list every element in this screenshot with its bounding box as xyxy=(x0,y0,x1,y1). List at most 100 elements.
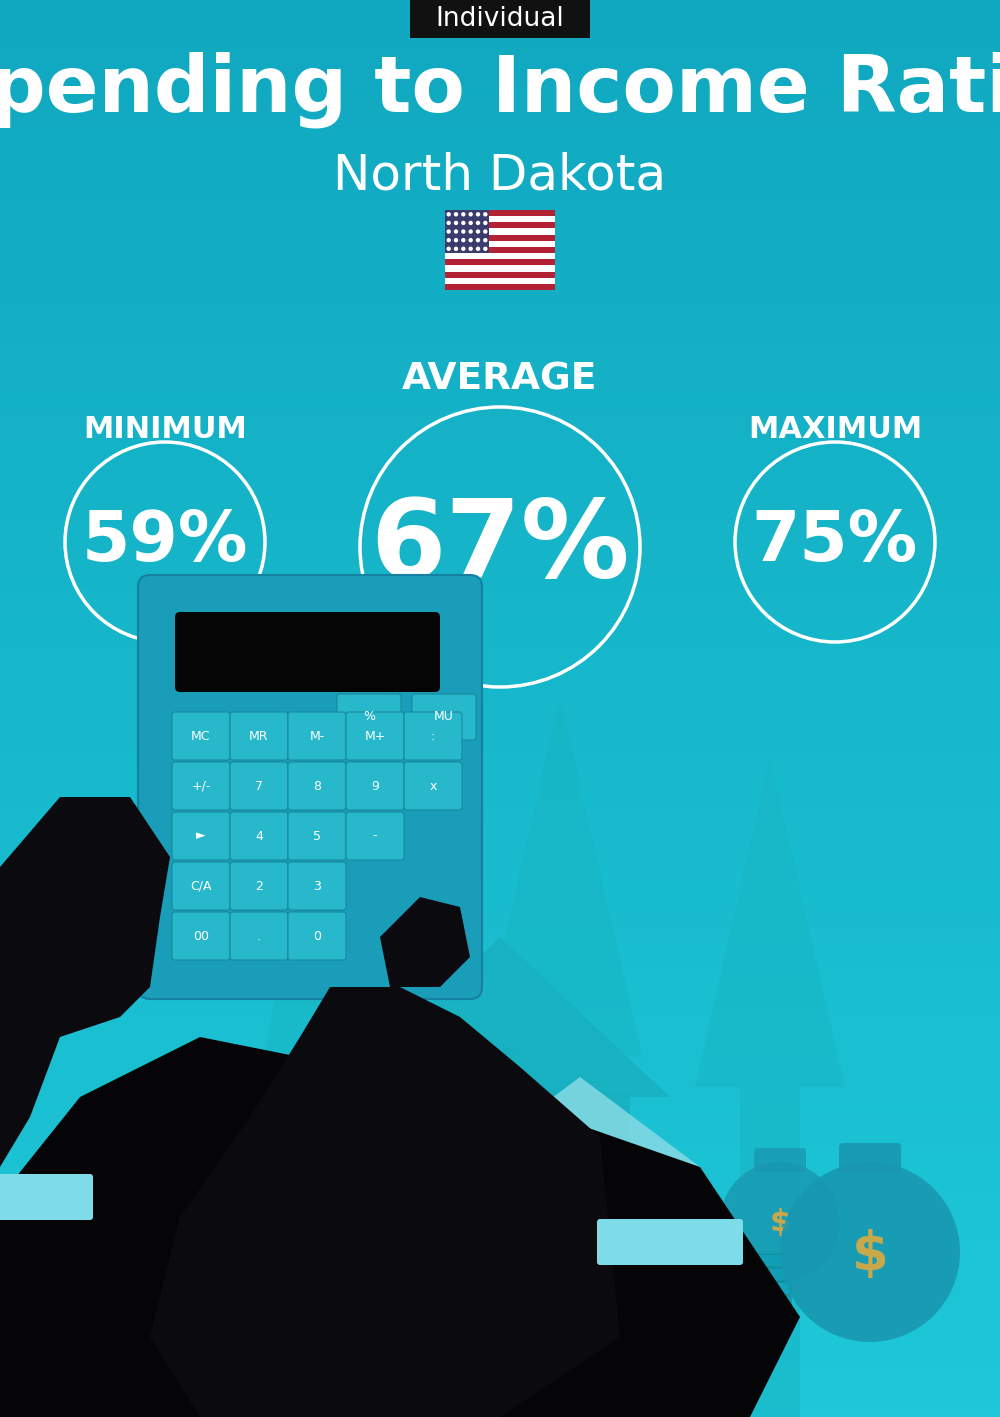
Text: %: % xyxy=(363,710,375,724)
Bar xyxy=(0,1289,1000,1297)
Bar xyxy=(0,390,1000,397)
Text: M+: M+ xyxy=(364,730,386,743)
Bar xyxy=(0,666,1000,673)
FancyBboxPatch shape xyxy=(175,612,440,691)
Bar xyxy=(0,376,1000,383)
Bar xyxy=(0,1254,1000,1261)
Bar xyxy=(0,7,1000,14)
Bar xyxy=(0,43,1000,50)
Bar xyxy=(0,560,1000,567)
Bar xyxy=(0,1382,1000,1389)
Text: MU: MU xyxy=(434,710,454,724)
Bar xyxy=(0,425,1000,432)
Bar xyxy=(0,191,1000,198)
Bar xyxy=(0,1105,1000,1112)
Bar xyxy=(0,1162,1000,1169)
Bar xyxy=(0,1212,1000,1219)
Bar xyxy=(0,971,1000,978)
Bar xyxy=(0,461,1000,468)
Bar xyxy=(0,290,1000,298)
Circle shape xyxy=(483,213,488,217)
Bar xyxy=(0,453,1000,461)
FancyBboxPatch shape xyxy=(0,1175,93,1220)
Bar xyxy=(0,262,1000,269)
Bar xyxy=(0,708,1000,716)
Bar xyxy=(0,85,1000,92)
Bar xyxy=(0,1389,1000,1396)
Polygon shape xyxy=(478,697,642,1417)
Text: Spending to Income Ratio: Spending to Income Ratio xyxy=(0,52,1000,129)
FancyBboxPatch shape xyxy=(288,711,346,760)
Circle shape xyxy=(446,238,451,242)
Bar xyxy=(0,64,1000,71)
Bar xyxy=(0,1049,1000,1056)
Bar xyxy=(0,914,1000,921)
FancyBboxPatch shape xyxy=(230,812,288,860)
Bar xyxy=(0,35,1000,43)
Circle shape xyxy=(483,230,488,234)
Bar xyxy=(0,1233,1000,1240)
Text: x: x xyxy=(429,779,437,792)
Bar xyxy=(0,468,1000,475)
Bar xyxy=(0,694,1000,701)
Bar xyxy=(445,210,555,217)
FancyBboxPatch shape xyxy=(839,1144,901,1173)
Bar xyxy=(0,1134,1000,1141)
Bar xyxy=(0,1360,1000,1367)
Bar xyxy=(0,1247,1000,1254)
Polygon shape xyxy=(280,1097,800,1417)
Bar xyxy=(0,241,1000,248)
Bar xyxy=(0,0,1000,7)
Bar xyxy=(0,1197,1000,1204)
Polygon shape xyxy=(0,796,170,1168)
Bar xyxy=(0,900,1000,907)
Circle shape xyxy=(476,230,480,234)
Text: MINIMUM: MINIMUM xyxy=(83,415,247,445)
Bar xyxy=(0,524,1000,531)
Bar xyxy=(0,687,1000,694)
Bar xyxy=(0,744,1000,751)
Bar xyxy=(0,269,1000,276)
FancyBboxPatch shape xyxy=(230,913,288,959)
Bar xyxy=(0,595,1000,602)
FancyBboxPatch shape xyxy=(346,762,404,811)
Bar xyxy=(0,567,1000,574)
Bar xyxy=(0,510,1000,517)
FancyBboxPatch shape xyxy=(404,711,462,760)
Bar xyxy=(0,21,1000,28)
Bar xyxy=(0,1034,1000,1041)
Bar xyxy=(0,326,1000,333)
Bar xyxy=(0,1374,1000,1382)
Circle shape xyxy=(483,238,488,242)
Bar xyxy=(0,446,1000,453)
Text: 9: 9 xyxy=(371,779,379,792)
Bar xyxy=(0,659,1000,666)
Bar xyxy=(0,886,1000,893)
Bar xyxy=(0,786,1000,794)
FancyBboxPatch shape xyxy=(404,762,462,811)
Bar xyxy=(0,949,1000,956)
FancyBboxPatch shape xyxy=(659,1297,791,1309)
Bar xyxy=(0,1020,1000,1027)
FancyBboxPatch shape xyxy=(659,1282,791,1295)
Text: +/-: +/- xyxy=(191,779,211,792)
Bar xyxy=(0,1091,1000,1098)
Bar xyxy=(0,149,1000,156)
Bar xyxy=(0,588,1000,595)
Bar xyxy=(0,928,1000,935)
Bar xyxy=(0,28,1000,35)
Bar xyxy=(0,1112,1000,1119)
FancyBboxPatch shape xyxy=(172,812,230,860)
Circle shape xyxy=(468,221,473,225)
Bar xyxy=(0,255,1000,262)
Bar xyxy=(0,801,1000,808)
Bar xyxy=(0,1176,1000,1183)
Polygon shape xyxy=(0,1037,480,1417)
Text: 75%: 75% xyxy=(752,509,918,575)
Bar xyxy=(0,312,1000,319)
Polygon shape xyxy=(150,988,620,1417)
Circle shape xyxy=(468,230,473,234)
FancyBboxPatch shape xyxy=(337,694,401,740)
Bar xyxy=(0,163,1000,170)
Bar xyxy=(0,857,1000,864)
